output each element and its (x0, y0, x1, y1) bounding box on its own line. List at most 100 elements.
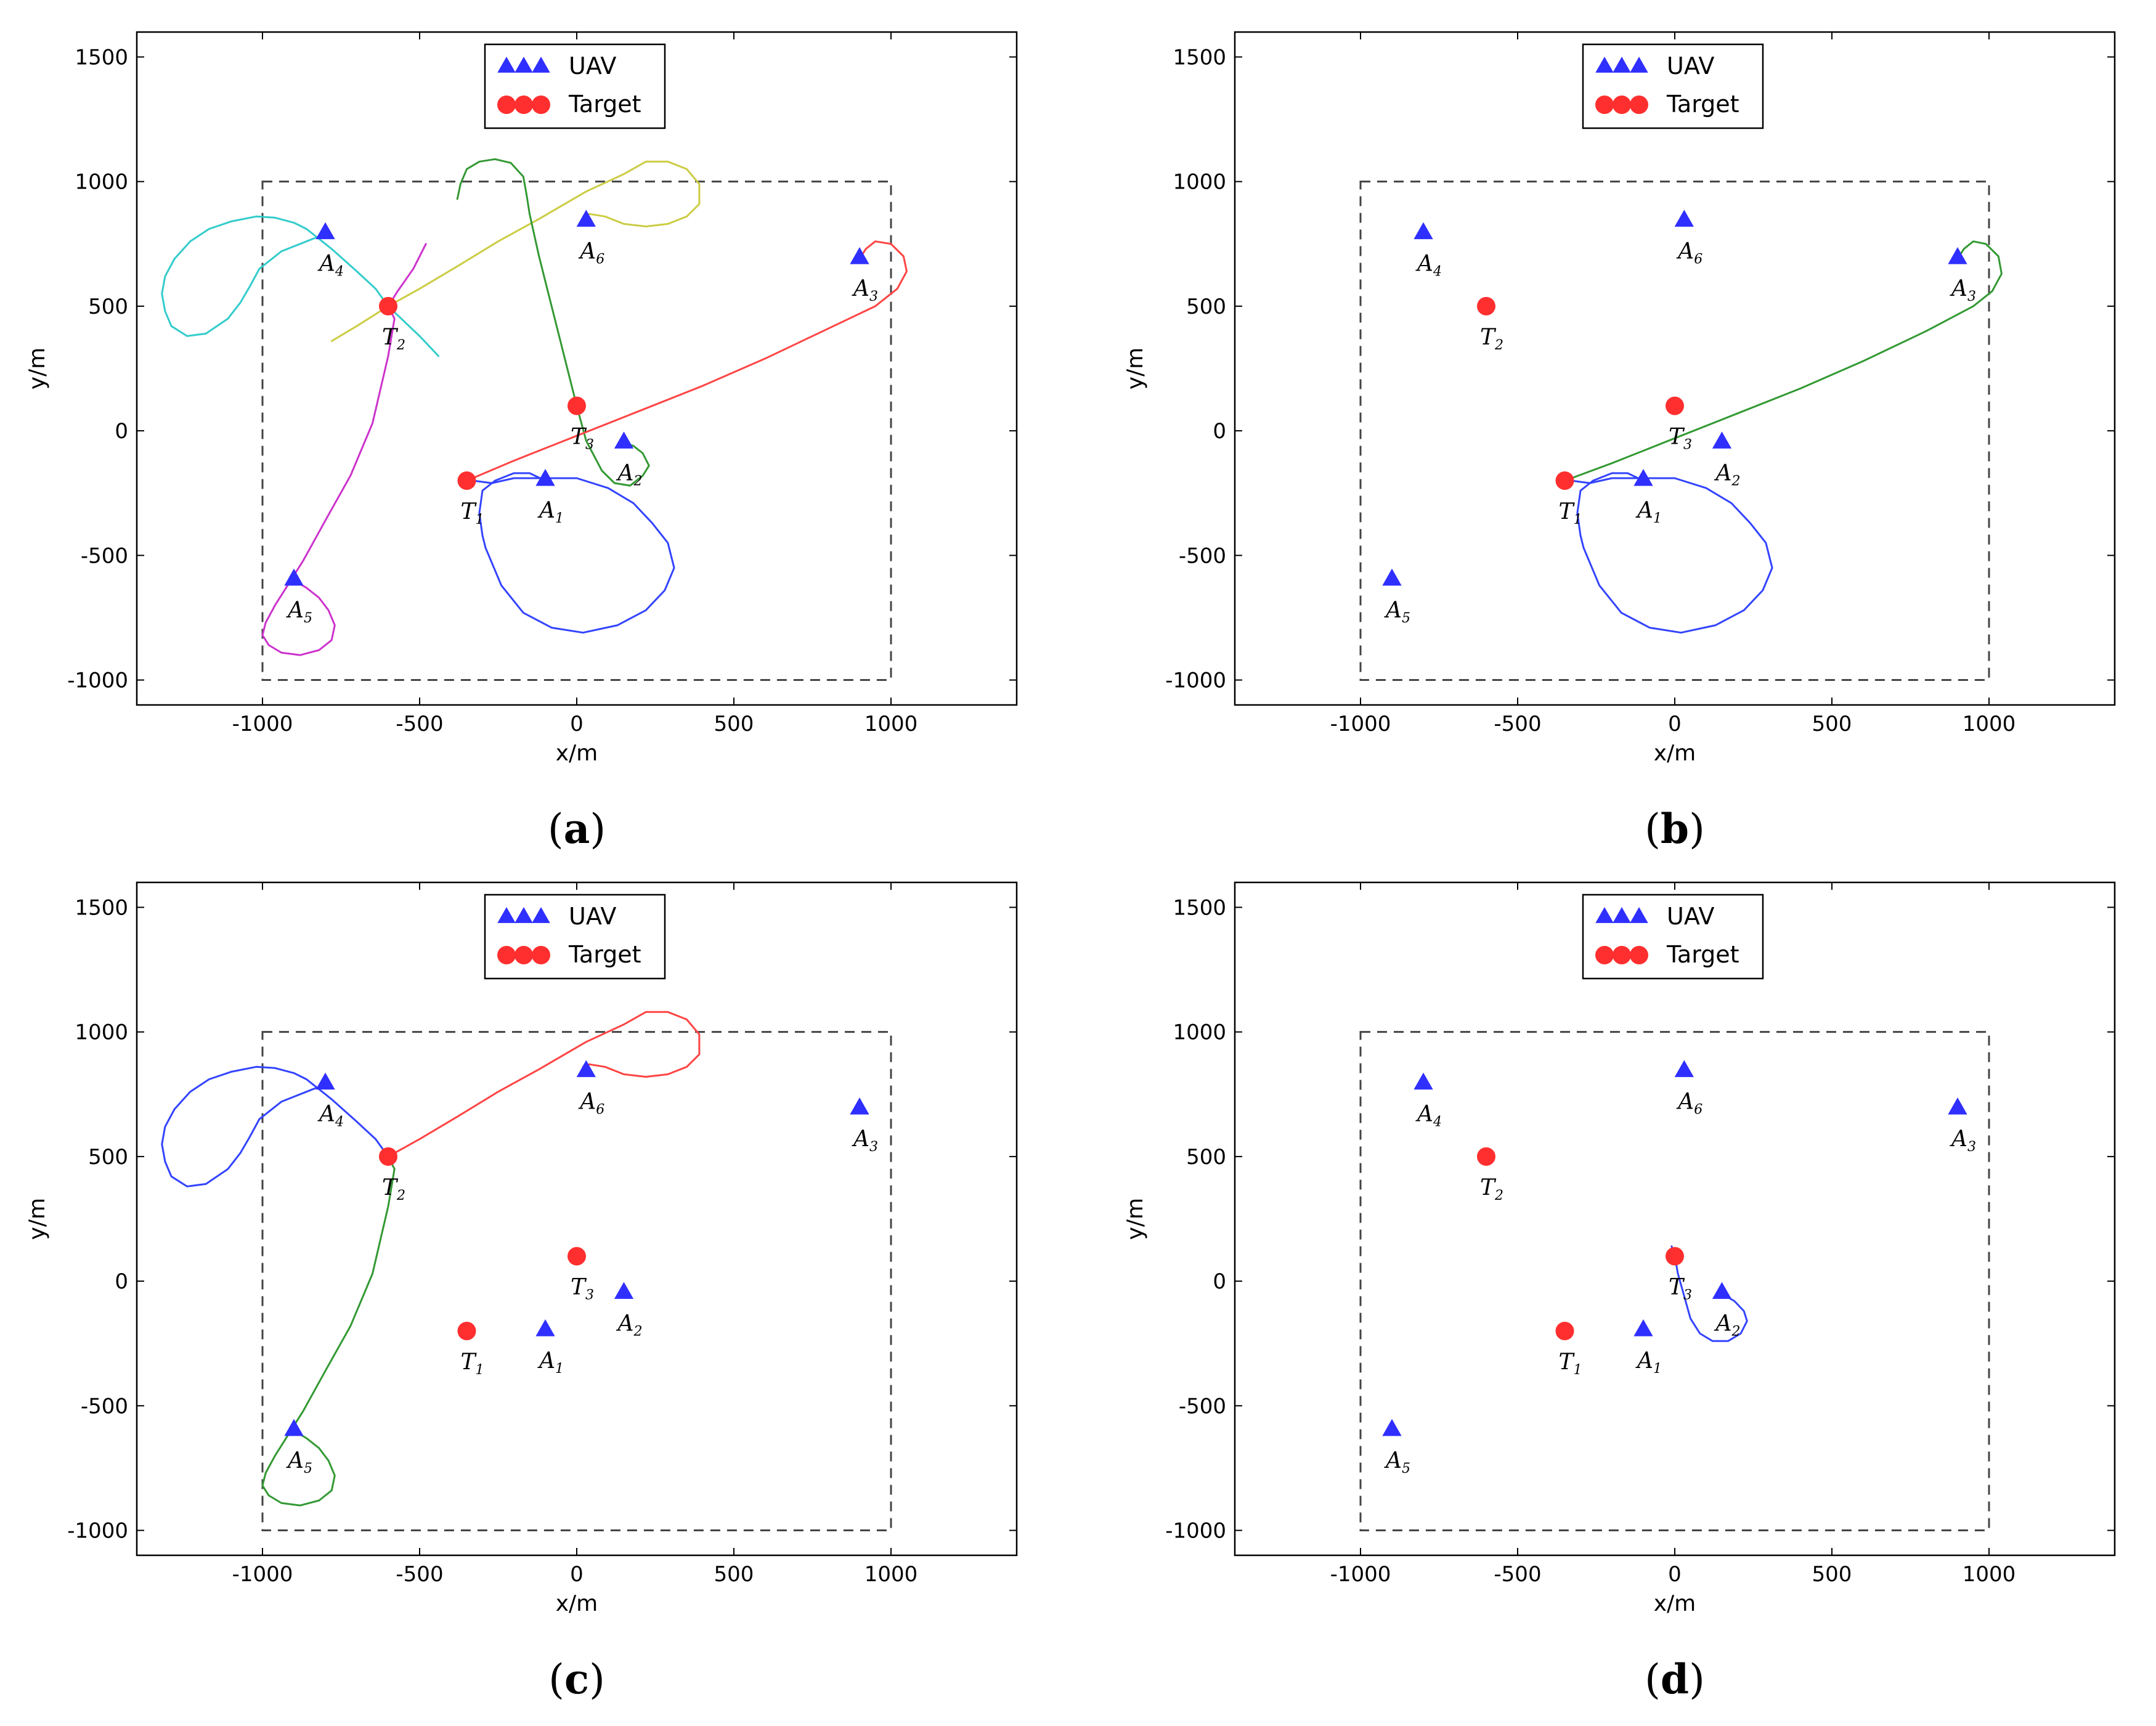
legend-uav-marker (1613, 907, 1631, 923)
y-tick-label: 0 (1213, 1269, 1226, 1294)
y-tick-label: 500 (88, 295, 128, 319)
uav-marker (1948, 1097, 1967, 1115)
panel-caption-letter: b (1661, 805, 1689, 853)
uav-label-subscript: 2 (633, 473, 643, 489)
legend-uav-marker (497, 907, 516, 923)
axes-frame (136, 31, 1018, 706)
legend-target-marker (1630, 96, 1648, 114)
legend-target-marker (515, 96, 533, 114)
y-axis-label: y/m (25, 1198, 50, 1240)
y-axis-label: y/m (1123, 348, 1148, 390)
target-label-subscript: 1 (476, 1362, 484, 1378)
legend-target-label: Target (568, 91, 641, 118)
legend-uav-label: UAV (1667, 903, 1714, 930)
uav-marker (535, 1319, 555, 1337)
uav-label-subscript: 4 (335, 1115, 344, 1130)
mission-area-boundary (1359, 181, 1990, 682)
trajectory-green (261, 1155, 396, 1507)
mission-area-boundary (1359, 1031, 1990, 1532)
target-marker (1477, 1147, 1495, 1166)
target-label-subscript: 3 (585, 438, 594, 453)
axes-frame (1234, 881, 2116, 1557)
target-marker (567, 396, 586, 415)
panel-caption: (d) (1645, 1655, 1705, 1703)
trajectory-blue (161, 1065, 389, 1187)
y-axis-label: y/m (25, 348, 50, 390)
panel-caption: (c) (548, 1655, 605, 1703)
x-axis-label: x/m (556, 1591, 598, 1616)
x-tick-label: 500 (714, 712, 754, 736)
legend-uav-label: UAV (1667, 52, 1714, 79)
target-marker (379, 296, 397, 315)
y-tick-label: 1000 (75, 1020, 128, 1045)
target-label-subscript: 3 (1683, 438, 1692, 453)
uav-label: A4 (317, 1102, 344, 1130)
panel-caption: (a) (548, 805, 606, 853)
x-tick-label: -1000 (1330, 1562, 1391, 1587)
panel-caption-letter: c (564, 1655, 589, 1703)
legend-target-marker (497, 946, 516, 964)
uav-label-subscript: 4 (1433, 1115, 1442, 1130)
uav-label-subscript: 6 (1694, 1102, 1702, 1117)
uav-label-subscript: 1 (555, 1361, 564, 1377)
uav-label-subscript: 3 (869, 1139, 878, 1155)
legend-box (484, 894, 666, 980)
y-tick-label: 1500 (75, 45, 128, 70)
x-tick-label: 500 (1812, 1562, 1852, 1587)
y-tick-label: 1500 (1173, 895, 1226, 920)
trajectory-red (387, 1011, 701, 1158)
legend-uav-label: UAV (569, 903, 616, 930)
target-marker (457, 471, 476, 490)
y-tick-label: 1500 (75, 895, 128, 920)
uav-label-subscript: 2 (633, 1324, 643, 1339)
target-label: T3 (1669, 1275, 1692, 1303)
legend-uav-marker (515, 907, 533, 923)
legend-target-marker (1613, 946, 1631, 964)
y-tick-label: 500 (88, 1145, 128, 1170)
legend-uav-marker (532, 57, 550, 73)
uav-marker (1674, 1060, 1694, 1077)
target-label-subscript: 2 (396, 338, 405, 353)
uav-marker (1382, 1419, 1402, 1436)
target-label-subscript: 2 (1494, 1188, 1503, 1203)
legend-box (484, 43, 666, 129)
uav-marker (614, 431, 634, 449)
x-tick-label: -500 (1494, 1562, 1541, 1587)
x-tick-label: 500 (714, 1562, 754, 1587)
x-tick-label: 0 (570, 1562, 584, 1587)
target-marker (567, 1247, 586, 1266)
uav-label: A1 (1635, 498, 1662, 526)
legend-target-label: Target (1666, 941, 1739, 968)
mission-area-boundary (261, 1031, 892, 1532)
uav-marker (1633, 469, 1653, 486)
uav-label-subscript: 3 (1967, 1139, 1976, 1155)
uav-marker (284, 568, 304, 586)
uav-label-subscript: 3 (1967, 289, 1976, 304)
uav-marker (315, 1072, 335, 1090)
target-label-subscript: 2 (1494, 338, 1503, 353)
x-tick-label: -500 (396, 1562, 443, 1587)
legend-target-marker (1613, 96, 1631, 114)
x-tick-label: -500 (1494, 712, 1541, 736)
uav-marker (1633, 1319, 1653, 1337)
target-label-subscript: 1 (1574, 1362, 1582, 1378)
legend-uav-marker (1613, 57, 1631, 73)
uav-label-subscript: 5 (1402, 611, 1410, 626)
uav-marker (576, 1060, 596, 1077)
panel-b: -1000 -500 0 500 1000 -1000 -500 0 500 1000 1500 x/… (1123, 31, 2116, 853)
y-axis-label: y/m (1123, 1198, 1148, 1240)
y-tick-label: -1000 (1165, 1519, 1226, 1544)
uav-marker (1712, 431, 1732, 449)
target-marker (379, 1147, 397, 1166)
trajectory-yellow (330, 160, 701, 342)
legend-target-marker (532, 96, 550, 114)
y-tick-label: 1500 (1173, 45, 1226, 70)
x-tick-label: -500 (396, 712, 443, 736)
legend-target-marker (1595, 96, 1614, 114)
y-tick-label: -1000 (67, 669, 128, 693)
y-tick-label: -500 (81, 543, 128, 568)
uav-label-subscript: 5 (1402, 1461, 1410, 1476)
uav-marker (576, 210, 596, 227)
target-label: T2 (382, 325, 405, 353)
target-label-subscript: 3 (585, 1288, 594, 1303)
